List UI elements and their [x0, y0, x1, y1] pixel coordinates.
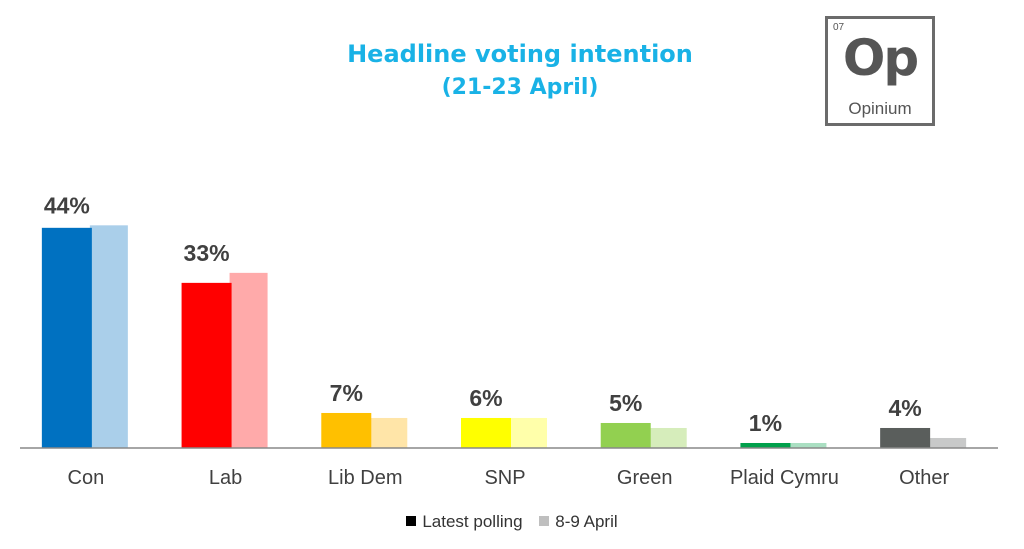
bar-latest-5 [740, 442, 791, 448]
bar-previous-5 [788, 442, 827, 448]
bar-latest-2 [321, 412, 372, 448]
category-label-1: Lab [209, 467, 242, 489]
data-label-6: 4% [889, 395, 922, 421]
category-label-3: SNP [484, 467, 525, 489]
data-label-1: 33% [184, 240, 230, 266]
bar-latest-3 [461, 417, 511, 448]
data-label-3: 6% [469, 385, 502, 411]
data-label-2: 7% [330, 380, 363, 406]
legend-item-previous: 8-9 April [539, 512, 618, 532]
legend: Latest polling 8-9 April [0, 512, 1024, 532]
opinium-logo: 07 Op Opinium [825, 16, 935, 126]
data-label-5: 1% [749, 410, 782, 436]
bar-previous-2 [369, 417, 408, 448]
chart-subtitle: (21-23 April) [441, 75, 599, 100]
category-label-4: Green [617, 467, 673, 489]
bar-previous-1 [229, 272, 268, 448]
legend-label-previous: 8-9 April [555, 512, 618, 531]
logo-number: 07 [833, 22, 845, 33]
logo-symbol: Op [842, 29, 919, 87]
bar-latest-4 [600, 422, 651, 448]
category-label-0: Con [68, 467, 105, 489]
legend-item-latest: Latest polling [406, 512, 523, 532]
logo-name: Opinium [848, 99, 912, 118]
bar-previous-0 [89, 225, 128, 448]
legend-swatch-previous [539, 516, 550, 526]
bar-previous-3 [509, 417, 547, 448]
bar-latest-0 [41, 227, 92, 448]
data-label-4: 5% [609, 390, 642, 416]
category-label-2: Lib Dem [328, 467, 402, 489]
legend-label-latest: Latest polling [422, 512, 523, 531]
bar-latest-1 [181, 282, 232, 448]
chart-title: Headline voting intention [347, 40, 693, 68]
bar-latest-6 [880, 427, 931, 448]
category-label-5: Plaid Cymru [730, 467, 839, 489]
data-label-0: 44% [44, 192, 90, 218]
legend-swatch-latest [406, 516, 417, 526]
bar-previous-4 [648, 427, 687, 448]
bar-previous-6 [928, 437, 967, 448]
category-label-6: Other [899, 467, 949, 489]
